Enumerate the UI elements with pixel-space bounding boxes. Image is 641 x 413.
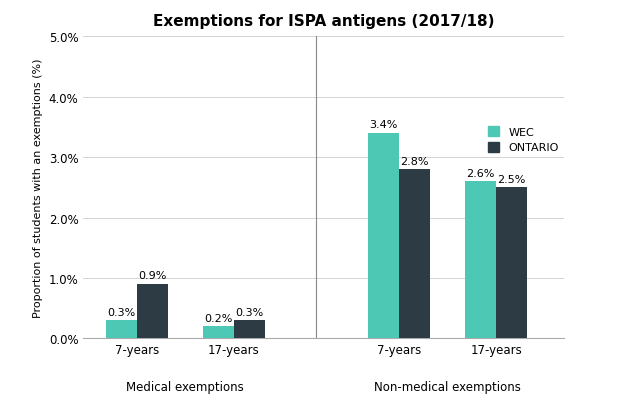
Text: Medical exemptions: Medical exemptions bbox=[126, 380, 244, 393]
Bar bbox=[368, 134, 399, 339]
Bar bbox=[137, 285, 168, 339]
Bar bbox=[234, 320, 265, 339]
Title: Exemptions for ISPA antigens (2017/18): Exemptions for ISPA antigens (2017/18) bbox=[153, 14, 494, 29]
Text: 3.4%: 3.4% bbox=[369, 120, 397, 130]
Bar bbox=[106, 320, 137, 339]
Text: 0.3%: 0.3% bbox=[107, 307, 135, 317]
Text: 0.3%: 0.3% bbox=[235, 307, 263, 317]
Text: 2.8%: 2.8% bbox=[400, 156, 429, 166]
Legend: WEC, ONTARIO: WEC, ONTARIO bbox=[488, 127, 558, 153]
Text: 2.5%: 2.5% bbox=[497, 174, 526, 184]
Text: 2.6%: 2.6% bbox=[467, 168, 495, 178]
Bar bbox=[399, 170, 430, 339]
Bar bbox=[496, 188, 527, 339]
Y-axis label: Proportion of students with an exemptions (%): Proportion of students with an exemption… bbox=[33, 59, 43, 317]
Bar bbox=[465, 182, 496, 339]
Bar bbox=[203, 327, 234, 339]
Text: Non-medical exemptions: Non-medical exemptions bbox=[374, 380, 521, 393]
Text: 0.2%: 0.2% bbox=[204, 313, 233, 323]
Text: 0.9%: 0.9% bbox=[138, 271, 167, 281]
